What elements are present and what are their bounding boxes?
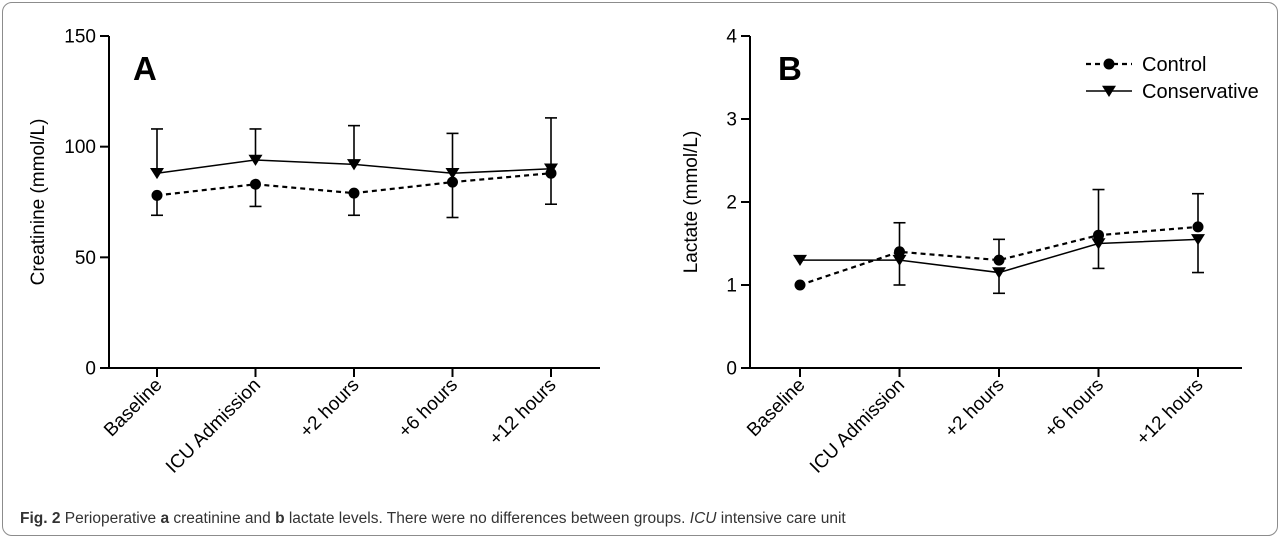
legend-marker-triangle xyxy=(1102,85,1116,97)
data-point-triangle xyxy=(150,167,164,180)
x-tick-label: ICU Admission xyxy=(806,375,909,478)
y-tick-label: 1 xyxy=(726,276,737,297)
series-control xyxy=(794,188,1204,291)
data-point-triangle xyxy=(544,163,558,175)
x-tick-label: Baseline xyxy=(743,375,809,441)
x-tick-label: +2 hours xyxy=(941,375,1009,443)
x-tick-label: +2 hours xyxy=(296,375,364,443)
y-tick-label: 50 xyxy=(75,248,96,269)
figure-caption: Fig. 2 Perioperative a creatinine and b … xyxy=(20,510,846,528)
panel-letter: A xyxy=(133,50,157,87)
x-tick-label: +12 hours xyxy=(1133,375,1208,450)
data-point-circle xyxy=(1192,221,1204,233)
legend: Control Conservative xyxy=(1086,54,1259,103)
y-tick-label: 100 xyxy=(64,137,96,158)
series-control xyxy=(151,167,557,219)
data-point-triangle xyxy=(793,254,807,267)
data-point-circle xyxy=(993,254,1005,266)
panel-letter: B xyxy=(778,50,802,87)
y-tick-label: 3 xyxy=(726,110,737,131)
legend-marker-circle xyxy=(1103,58,1115,70)
data-point-circle xyxy=(794,279,806,291)
data-point-circle xyxy=(348,187,360,199)
x-tick-label: +12 hours xyxy=(486,375,561,450)
x-tick-label: ICU Admission xyxy=(162,375,265,478)
caption-text-1: Perioperative xyxy=(60,510,161,527)
data-point-triangle xyxy=(1191,234,1205,246)
y-tick-label: 2 xyxy=(726,193,737,214)
y-tick-label: 0 xyxy=(726,359,737,380)
y-tick-label: 0 xyxy=(85,359,96,380)
data-point-triangle xyxy=(248,154,263,166)
caption-fig-label: Fig. 2 xyxy=(20,510,61,527)
y-tick-label: 4 xyxy=(726,27,737,48)
data-point-triangle xyxy=(445,167,460,180)
data-point-triangle xyxy=(892,254,907,267)
series-conservative xyxy=(793,234,1205,295)
caption-text-2: creatinine and xyxy=(169,510,276,527)
data-point-triangle xyxy=(347,159,361,171)
caption-icu-abbrev: ICU xyxy=(689,510,717,527)
x-tick-label: Baseline xyxy=(100,375,166,441)
y-axis-title: Creatinine (mmol/L) xyxy=(28,119,49,286)
x-tick-label: +6 hours xyxy=(1041,375,1109,443)
data-point-circle xyxy=(250,178,261,190)
caption-panel-a: a xyxy=(160,510,170,527)
data-point-circle xyxy=(1093,229,1104,241)
caption-panel-b: b xyxy=(275,510,285,527)
legend-label: Conservative xyxy=(1142,81,1259,103)
legend-label: Control xyxy=(1142,54,1206,76)
data-point-circle xyxy=(447,176,458,188)
data-point-circle xyxy=(151,189,163,201)
series-conservative xyxy=(150,117,558,180)
caption-text-4: intensive care unit xyxy=(716,510,846,527)
data-point-triangle xyxy=(992,267,1006,279)
data-point-circle xyxy=(894,246,905,258)
y-tick-label: 150 xyxy=(64,27,96,48)
x-tick-label: +6 hours xyxy=(395,375,463,443)
y-axis-title: Lactate (mmol/L) xyxy=(681,131,702,274)
caption-text-3: lactate levels. There were no difference… xyxy=(284,510,690,527)
data-point-triangle xyxy=(1091,238,1106,250)
